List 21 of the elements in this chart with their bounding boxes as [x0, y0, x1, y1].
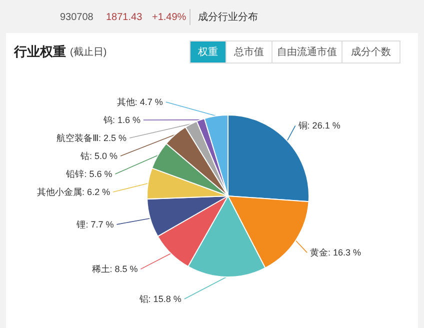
text: 930708: [60, 12, 94, 23]
slice-label: 航空装备Ⅲ: 2.5 %: [56, 133, 127, 143]
slice-label: 稀土: 8.5 %: [92, 264, 138, 274]
slice-label: 钨: 1.6 %: [102, 115, 140, 125]
text: 1871.43: [106, 12, 143, 23]
text: 成分行业分布: [198, 11, 258, 23]
slice-label: 铅锌: 5.6 %: [65, 169, 112, 179]
text: +1.49%: [152, 12, 186, 23]
slice-label: 其他: 4.7 %: [116, 97, 163, 107]
text: 权重: [197, 46, 218, 58]
slice-label: 铜: 26.1 %: [297, 120, 340, 131]
chart-subtitle: (截止日): [70, 46, 107, 58]
text: 总市值: [233, 46, 264, 58]
text: 成分个数: [351, 46, 391, 58]
slice-label: 黄金: 16.3 %: [310, 248, 362, 258]
slice-label: 锂: 7.7 %: [76, 219, 114, 230]
chart-title: 行业权重: [13, 44, 66, 59]
slice-label: 铝: 15.8 %: [138, 294, 182, 304]
slice-label: 其他小金属: 6.2 %: [37, 187, 110, 197]
text: 自由流通市值: [277, 46, 337, 58]
slice-label: 钴: 5.0 %: [80, 151, 118, 161]
